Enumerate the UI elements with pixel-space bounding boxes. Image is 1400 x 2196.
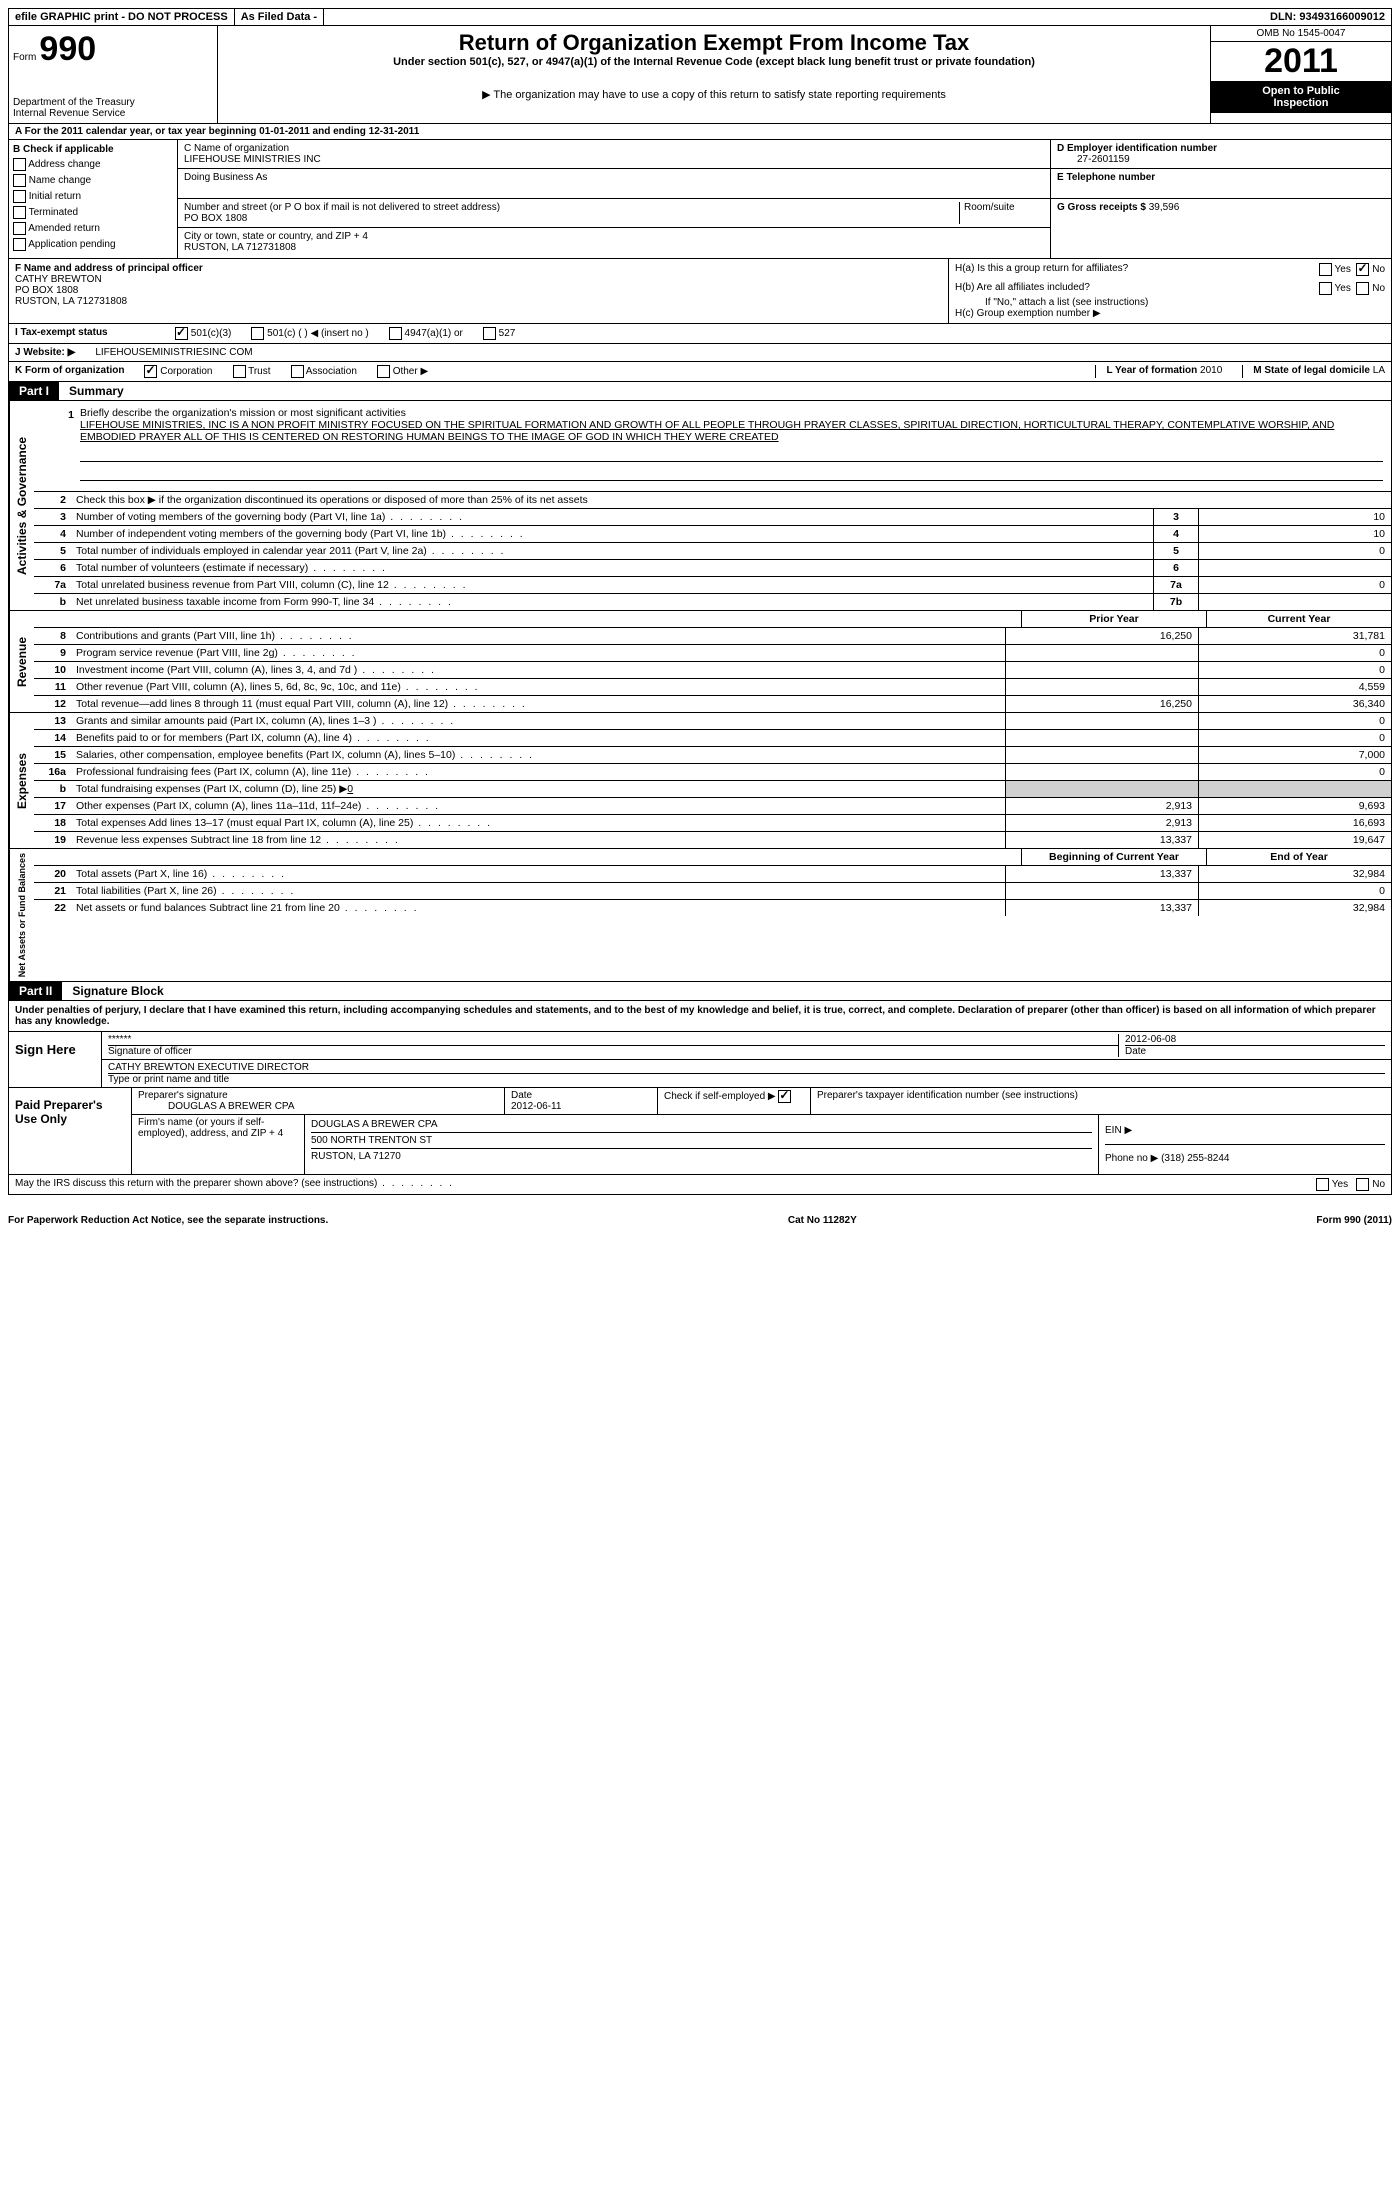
form-org-row: K Form of organization Corporation Trust…: [8, 362, 1392, 382]
org-corp[interactable]: Corporation: [144, 365, 212, 378]
group-return: H(a) Is this a group return for affiliat…: [949, 259, 1391, 323]
expenses-label: Expenses: [9, 713, 34, 848]
sign-here-block: Sign Here ****** Signature of officer 20…: [8, 1032, 1392, 1088]
summary-line: 10 Investment income (Part VIII, column …: [34, 662, 1391, 679]
summary-line: 11 Other revenue (Part VIII, column (A),…: [34, 679, 1391, 696]
check-address-change[interactable]: Address change: [13, 158, 173, 171]
status-527[interactable]: 527: [483, 327, 515, 340]
summary-line: 14 Benefits paid to or for members (Part…: [34, 730, 1391, 747]
check-pending[interactable]: Application pending: [13, 238, 173, 251]
status-501c[interactable]: 501(c) ( ) ◀ (insert no ): [251, 327, 368, 340]
website-row: J Website: ▶ LIFEHOUSEMINISTRIESINC COM: [8, 344, 1392, 362]
summary-line: 6 Total number of volunteers (estimate i…: [34, 560, 1391, 577]
summary-line: b Net unrelated business taxable income …: [34, 594, 1391, 610]
ein-col: D Employer identification number 27-2601…: [1051, 140, 1391, 258]
summary-line: 7a Total unrelated business revenue from…: [34, 577, 1391, 594]
check-applicable-col: B Check if applicable Address change Nam…: [9, 140, 178, 258]
hb-no[interactable]: No: [1356, 282, 1385, 295]
summary-line: 9 Program service revenue (Part VIII, li…: [34, 645, 1391, 662]
governance-label: Activities & Governance: [9, 401, 34, 610]
entity-grid: B Check if applicable Address change Nam…: [8, 140, 1392, 259]
summary-line: 5 Total number of individuals employed i…: [34, 543, 1391, 560]
ha-yes[interactable]: Yes: [1319, 263, 1351, 276]
org-other[interactable]: Other ▶: [377, 365, 428, 378]
summary-line: 16a Professional fundraising fees (Part …: [34, 764, 1391, 781]
governance-section: Activities & Governance 1 Briefly descri…: [8, 401, 1392, 611]
status-501c3[interactable]: 501(c)(3): [175, 327, 231, 340]
status-4947[interactable]: 4947(a)(1) or: [389, 327, 463, 340]
summary-line: 17 Other expenses (Part IX, column (A), …: [34, 798, 1391, 815]
top-bar: efile GRAPHIC print - DO NOT PROCESS As …: [8, 8, 1392, 26]
check-amended[interactable]: Amended return: [13, 222, 173, 235]
discuss-row: May the IRS discuss this return with the…: [8, 1175, 1392, 1195]
netassets-label: Net Assets or Fund Balances: [9, 849, 34, 981]
part-ii-header: Part II Signature Block: [8, 982, 1392, 1001]
ha-no[interactable]: No: [1356, 263, 1385, 276]
summary-line: 21 Total liabilities (Part X, line 26) 0: [34, 883, 1391, 900]
principal-officer: F Name and address of principal officer …: [9, 259, 949, 323]
page-footer: For Paperwork Reduction Act Notice, see …: [8, 1215, 1392, 1226]
org-trust[interactable]: Trust: [233, 365, 271, 378]
form-id-box: Form 990 Department of the Treasury Inte…: [9, 26, 218, 123]
title-box: Return of Organization Exempt From Incom…: [218, 26, 1211, 123]
summary-line: 19 Revenue less expenses Subtract line 1…: [34, 832, 1391, 848]
form-header: Form 990 Department of the Treasury Inte…: [8, 26, 1392, 124]
summary-line: 22 Net assets or fund balances Subtract …: [34, 900, 1391, 916]
summary-line: 13 Grants and similar amounts paid (Part…: [34, 713, 1391, 730]
open-public-badge: Open to Public Inspection: [1211, 81, 1391, 113]
as-filed: As Filed Data -: [235, 9, 324, 25]
hb-yes[interactable]: Yes: [1319, 282, 1351, 295]
paid-preparer-block: Paid Preparer's Use Only Preparer's sign…: [8, 1088, 1392, 1175]
mission-block: 1 Briefly describe the organization's mi…: [34, 401, 1391, 492]
self-employed-check[interactable]: [778, 1090, 791, 1103]
netassets-section: Net Assets or Fund Balances Beginning of…: [8, 849, 1392, 982]
tax-exempt-row: I Tax-exempt status 501(c)(3) 501(c) ( )…: [8, 324, 1392, 344]
dln: DLN: 93493166009012: [1264, 9, 1391, 25]
check-terminated[interactable]: Terminated: [13, 206, 173, 219]
summary-line: 20 Total assets (Part X, line 16) 13,337…: [34, 866, 1391, 883]
discuss-yes[interactable]: Yes: [1316, 1179, 1348, 1190]
efile-notice: efile GRAPHIC print - DO NOT PROCESS: [9, 9, 235, 25]
summary-line: 15 Salaries, other compensation, employe…: [34, 747, 1391, 764]
tax-year-row: A For the 2011 calendar year, or tax yea…: [8, 124, 1392, 140]
discuss-no[interactable]: No: [1356, 1179, 1385, 1190]
year-box: OMB No 1545-0047 2011 Open to Public Ins…: [1211, 26, 1391, 123]
check-initial-return[interactable]: Initial return: [13, 190, 173, 203]
revenue-label: Revenue: [9, 611, 34, 712]
expenses-section: Expenses 13 Grants and similar amounts p…: [8, 713, 1392, 849]
summary-line: 18 Total expenses Add lines 13–17 (must …: [34, 815, 1391, 832]
org-name-col: C Name of organization LIFEHOUSE MINISTR…: [178, 140, 1051, 258]
check-name-change[interactable]: Name change: [13, 174, 173, 187]
summary-line: 3 Number of voting members of the govern…: [34, 509, 1391, 526]
perjury-statement: Under penalties of perjury, I declare th…: [8, 1001, 1392, 1032]
summary-line: 12 Total revenue—add lines 8 through 11 …: [34, 696, 1391, 712]
officer-group-row: F Name and address of principal officer …: [8, 259, 1392, 324]
summary-line: b Total fundraising expenses (Part IX, c…: [34, 781, 1391, 798]
part-i-header: Part I Summary: [8, 382, 1392, 401]
year-columns-header: Prior Year Current Year: [34, 611, 1391, 628]
org-assoc[interactable]: Association: [291, 365, 357, 378]
revenue-section: Revenue Prior Year Current Year 8 Contri…: [8, 611, 1392, 713]
netassets-columns-header: Beginning of Current Year End of Year: [34, 849, 1391, 866]
summary-line: 8 Contributions and grants (Part VIII, l…: [34, 628, 1391, 645]
summary-line: 4 Number of independent voting members o…: [34, 526, 1391, 543]
